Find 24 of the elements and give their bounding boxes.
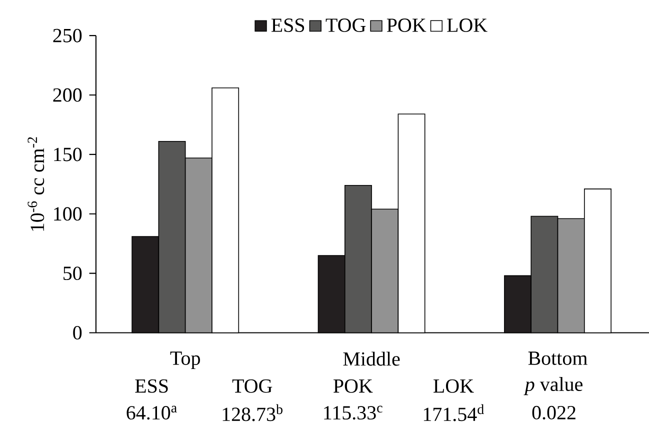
text: 171.54$^{d}$ bbox=[424, 404, 484, 422]
y-tick-label: 150 bbox=[54, 148, 82, 162]
text: 128.73$^{b}$ bbox=[222, 404, 282, 422]
text: p value bbox=[524, 377, 582, 396]
y-tick-label: 50 bbox=[64, 266, 82, 280]
legend-label: LOK bbox=[447, 18, 488, 32]
legend-label: POK bbox=[386, 18, 426, 32]
x-tick-label: Bottom bbox=[528, 352, 588, 366]
text: 0.022 bbox=[532, 406, 576, 420]
y-tick-label: 0 bbox=[73, 326, 82, 340]
y-tick-label: 250 bbox=[53, 28, 82, 42]
x-tick-label: Top bbox=[170, 352, 200, 370]
text: TOG bbox=[232, 379, 272, 393]
legend-label: ESS bbox=[271, 18, 304, 32]
y-axis-title: 10$^{-6}$ cc cm$^{-2}$ bbox=[28, 137, 44, 231]
text: ESS bbox=[135, 379, 168, 393]
text: 115.33$^{c}$ bbox=[324, 406, 382, 420]
text: POK bbox=[334, 379, 373, 393]
y-tick-label: 100 bbox=[54, 207, 82, 221]
legend-label: TOG bbox=[326, 18, 366, 32]
y-tick-label: 200 bbox=[53, 88, 82, 102]
x-tick-label: Middle bbox=[343, 352, 400, 366]
text: 64.10$^{a}$ bbox=[126, 406, 177, 420]
text: LOK bbox=[434, 379, 474, 393]
